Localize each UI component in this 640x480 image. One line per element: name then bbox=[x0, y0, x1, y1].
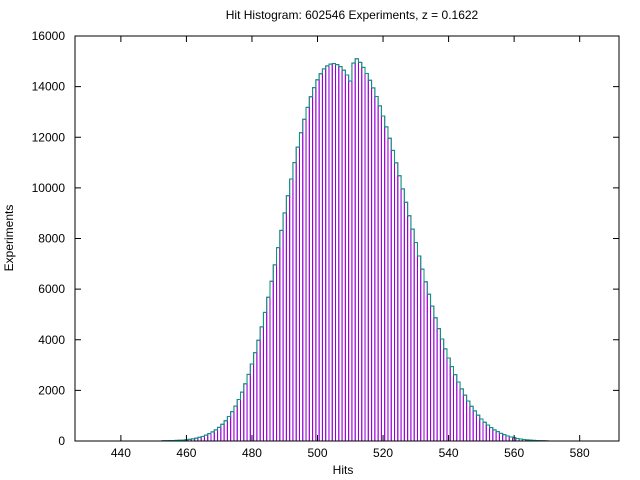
y-tick-label-16000: 16000 bbox=[32, 29, 66, 43]
y-tick-label-8000: 8000 bbox=[38, 232, 65, 246]
x-tick-label-580: 580 bbox=[570, 446, 590, 460]
x-tick-label-460: 460 bbox=[176, 446, 196, 460]
y-tick-label-0: 0 bbox=[58, 434, 65, 448]
chart-title: Hit Histogram: 602546 Experiments, z = 0… bbox=[226, 8, 479, 22]
y-tick-label-6000: 6000 bbox=[38, 282, 65, 296]
y-tick-label-14000: 14000 bbox=[32, 80, 66, 94]
histogram-outline bbox=[161, 58, 549, 442]
x-axis-label: Hits bbox=[333, 463, 354, 477]
y-axis-label: Experiments bbox=[2, 205, 16, 272]
x-tick-label-500: 500 bbox=[307, 446, 327, 460]
y-tick-label-2000: 2000 bbox=[38, 383, 65, 397]
x-axis-ticks: 440 460 480 500 520 540 560 580 bbox=[111, 36, 590, 460]
x-tick-label-540: 540 bbox=[439, 446, 459, 460]
y-tick-label-12000: 12000 bbox=[32, 130, 66, 144]
x-tick-label-560: 560 bbox=[504, 446, 524, 460]
x-tick-label-440: 440 bbox=[111, 446, 131, 460]
y-tick-label-10000: 10000 bbox=[32, 181, 66, 195]
y-axis-ticks: 0 2000 4000 6000 8000 10000 12000 14000 16000 bbox=[32, 29, 619, 448]
y-tick-label-4000: 4000 bbox=[38, 333, 65, 347]
x-tick-label-520: 520 bbox=[373, 446, 393, 460]
x-tick-label-480: 480 bbox=[242, 446, 262, 460]
